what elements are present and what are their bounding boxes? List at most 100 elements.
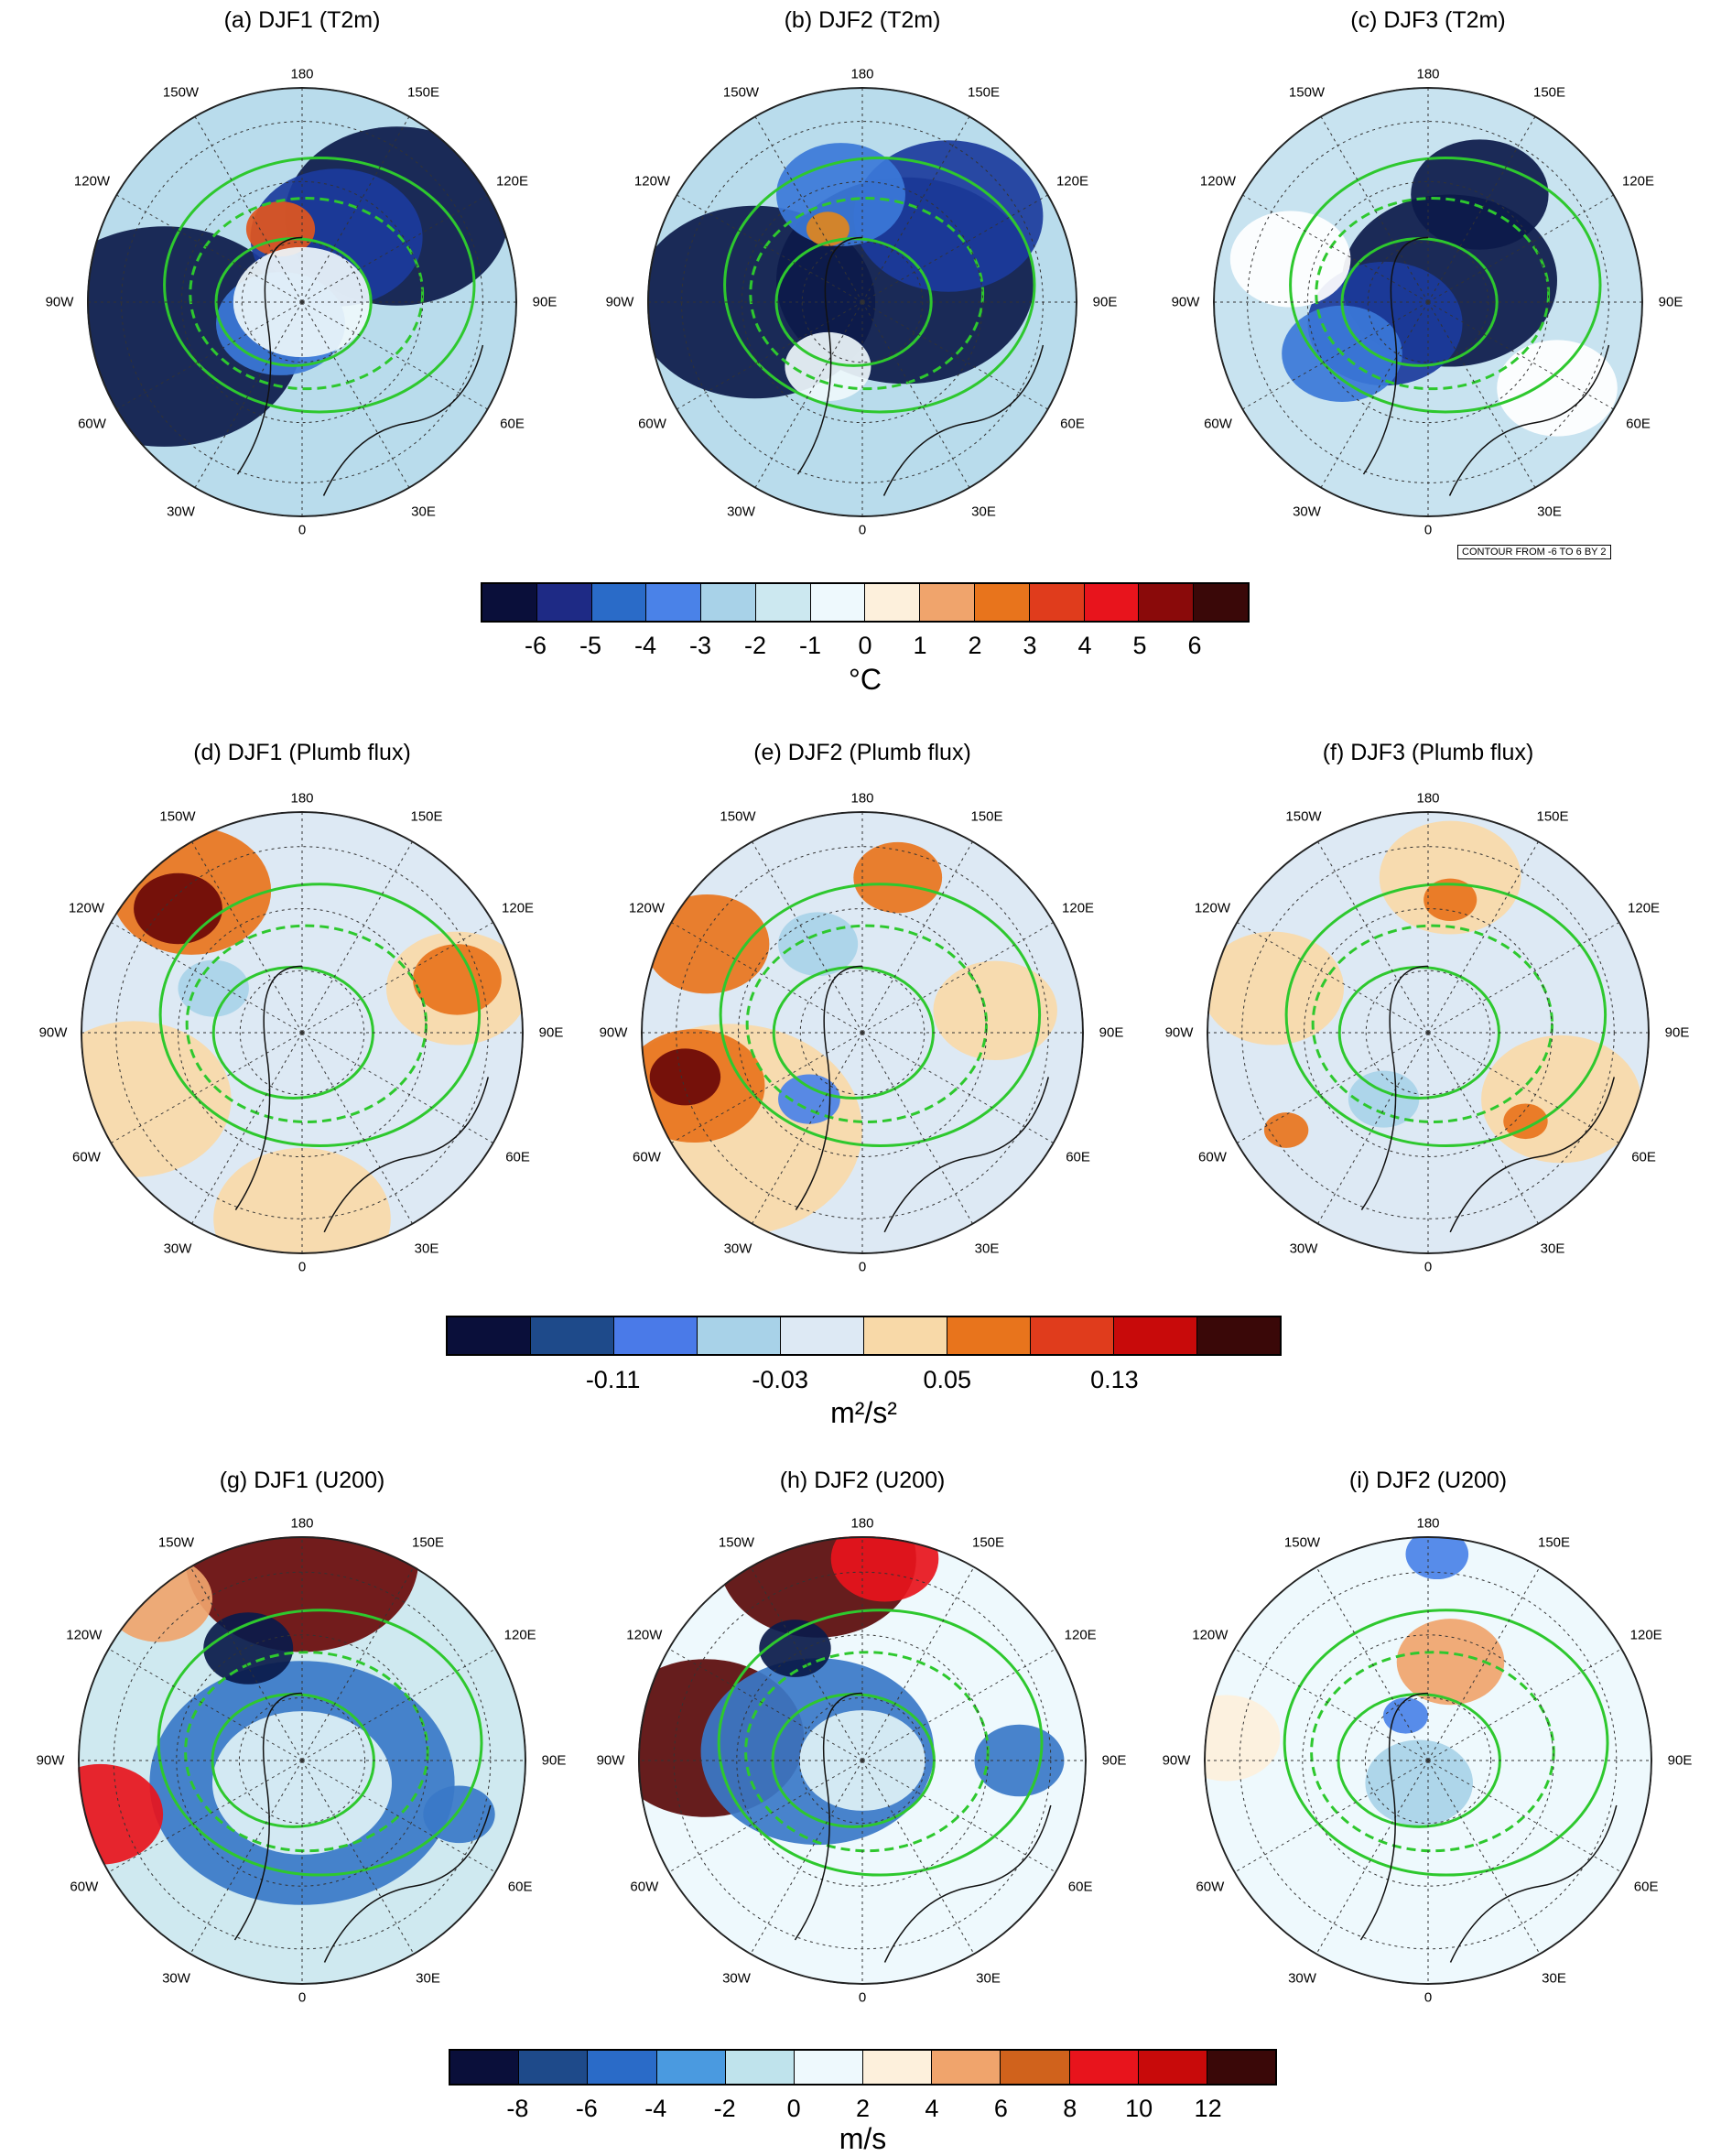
meridian-line [107, 1760, 303, 1873]
panel-title: (b) DJF2 (T2m) [784, 7, 941, 33]
colorbar-tick-label: -1 [798, 632, 822, 659]
anomaly-region [649, 1048, 721, 1106]
colorbar-swatch [1029, 584, 1085, 621]
longitude-label: 90W [1162, 1752, 1191, 1769]
map-boundary [81, 811, 524, 1254]
latitude-circle [1306, 180, 1550, 424]
colorbar-swatch [794, 2051, 864, 2084]
latitude-circle [180, 180, 424, 424]
longitude-label: 60E [1626, 416, 1651, 431]
longitude-label: 0 [1423, 1989, 1433, 2006]
contour-line [163, 156, 476, 414]
longitude-label: 60W [638, 416, 666, 431]
meridian-line [751, 840, 863, 1034]
colorbar-swatch [1001, 2051, 1070, 2084]
meridian-line [1427, 1032, 1620, 1144]
longitude-label: 120E [1064, 1627, 1097, 1642]
longitude-label: 60W [633, 1149, 661, 1165]
colorbar-tick-label: -6 [575, 2095, 598, 2122]
polar-map [87, 87, 517, 517]
colorbar-tick-label: -6 [524, 632, 547, 659]
colorbar-swatch [1031, 1317, 1114, 1354]
longitude-label: 0 [858, 522, 867, 538]
colorbar-tick-label: -4 [633, 632, 657, 659]
anomaly-region [423, 1785, 495, 1844]
meridian-line [861, 921, 1055, 1034]
polar-map [638, 1536, 1087, 1985]
colorbar-unit: m/s [839, 2122, 887, 2155]
meridian-line [861, 1032, 1055, 1144]
anomaly-region [78, 1763, 164, 1865]
meridian-line [190, 1032, 303, 1225]
longitude-label: 90W [605, 294, 634, 310]
map-boundary [638, 1536, 1087, 1985]
colorbar-swatch [1207, 2051, 1276, 2084]
longitude-label: 90W [1164, 1024, 1194, 1041]
longitude-label: 60E [1067, 1879, 1093, 1894]
longitude-label: 30W [167, 504, 195, 520]
longitude-label: 150E [411, 1534, 445, 1551]
panel-title: (i) DJF2 (U200) [1348, 1468, 1508, 1493]
meridian-line [1233, 1648, 1429, 1761]
anomaly-region [1423, 878, 1478, 922]
longitude-label: 30W [1288, 1970, 1316, 1987]
meridian-line [301, 1760, 497, 1873]
coastline [1449, 1804, 1618, 1963]
longitude-label: 30E [411, 504, 436, 520]
panel-title: (f) DJF3 (Plumb flux) [1322, 740, 1534, 765]
colorbar-tick-label: 6 [1187, 632, 1202, 659]
longitude-label: 30E [974, 1241, 1000, 1257]
coastline [794, 1692, 863, 1941]
colorbar-swatch [932, 2051, 1001, 2084]
longitude-label: 120W [1199, 173, 1237, 189]
contour-line [723, 156, 1036, 414]
coastline [322, 344, 484, 496]
longitude-label: 60W [72, 1149, 101, 1165]
colorbar-swatch [975, 584, 1030, 621]
colorbar-swatch [1138, 2051, 1207, 2084]
longitude-label: 180 [1416, 66, 1440, 82]
meridian-line [667, 1648, 863, 1761]
coastline [233, 1692, 303, 1941]
meridian-line [1427, 1648, 1623, 1761]
latitude-circle [176, 1634, 428, 1887]
anomaly-region [1405, 1536, 1469, 1580]
longitude-label: 150E [1532, 84, 1566, 100]
colorbar-tick-label: 0.13 [1090, 1366, 1139, 1393]
anomaly-region [104, 1555, 212, 1642]
meridian-line [301, 921, 494, 1034]
longitude-label: 0 [298, 1259, 307, 1275]
longitude-label: 150W [722, 84, 760, 100]
coastline [234, 965, 303, 1211]
longitude-label: 90W [596, 1752, 625, 1769]
map-field [1207, 811, 1650, 1254]
colorbar [449, 2049, 1277, 2086]
colorbar-swatch [536, 584, 592, 621]
colorbar-tick-label: 8 [1063, 2095, 1077, 2122]
meridian-line [301, 1566, 415, 1761]
map-field [638, 1536, 1087, 1985]
longitude-label: 120W [73, 173, 111, 189]
longitude-label: 120W [626, 1627, 663, 1642]
longitude-label: 60W [70, 1879, 99, 1894]
longitude-label: 120W [628, 900, 666, 916]
longitude-label: 90E [1658, 294, 1683, 310]
longitude-label: 60E [1060, 416, 1085, 431]
longitude-label: 0 [298, 522, 307, 538]
meridian-line [1427, 840, 1540, 1034]
contour-line [1284, 883, 1608, 1148]
panel-title: (a) DJF1 (T2m) [223, 7, 381, 33]
colorbar-swatch [781, 1317, 864, 1354]
map-field [1204, 1536, 1652, 1985]
map-field [78, 1536, 526, 1985]
longitude-label: 120E [503, 1627, 536, 1642]
anomaly-region [1497, 340, 1618, 437]
colorbar-swatch [531, 1317, 614, 1354]
longitude-label: 60W [78, 416, 106, 431]
colorbar-swatch [864, 1317, 947, 1354]
panel-title: (h) DJF2 (U200) [779, 1468, 946, 1493]
colorbar [481, 582, 1250, 623]
longitude-label: 150E [406, 84, 440, 100]
anomaly-region [203, 1612, 294, 1685]
longitude-label: 0 [1423, 1259, 1433, 1275]
